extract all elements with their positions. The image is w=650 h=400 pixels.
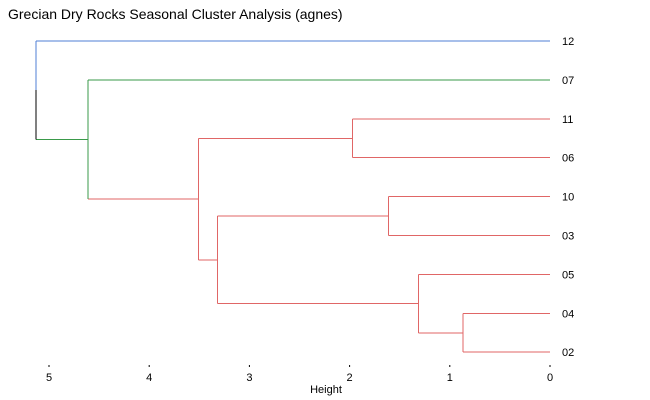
- x-tick-label-5: 5: [46, 372, 52, 384]
- x-tick-label-4: 4: [146, 372, 152, 384]
- x-tick-label-2: 2: [347, 372, 353, 384]
- leaf-label-11: 11: [562, 114, 573, 126]
- leaf-label-07: 07: [562, 75, 574, 87]
- leaf-label-02: 02: [562, 347, 574, 359]
- leaf-labels: 12 07 11 06 10 03 05 04 02: [562, 36, 574, 359]
- dendrogram-branches: [35, 40, 550, 353]
- leaf-label-12: 12: [562, 36, 574, 48]
- leaf-label-10: 10: [562, 192, 574, 204]
- x-tick-label-3: 3: [246, 372, 252, 384]
- x-axis-label: Height: [310, 384, 342, 396]
- leaf-label-05: 05: [562, 269, 574, 281]
- leaf-label-04: 04: [562, 308, 574, 320]
- leaf-label-03: 03: [562, 231, 574, 243]
- leaf-label-06: 06: [562, 153, 574, 165]
- x-tick-label-1: 1: [447, 372, 453, 384]
- x-axis: 5 4 3 2 1 0: [46, 365, 553, 384]
- chart-title: Grecian Dry Rocks Seasonal Cluster Analy…: [8, 6, 343, 22]
- x-tick-label-0: 0: [547, 372, 553, 384]
